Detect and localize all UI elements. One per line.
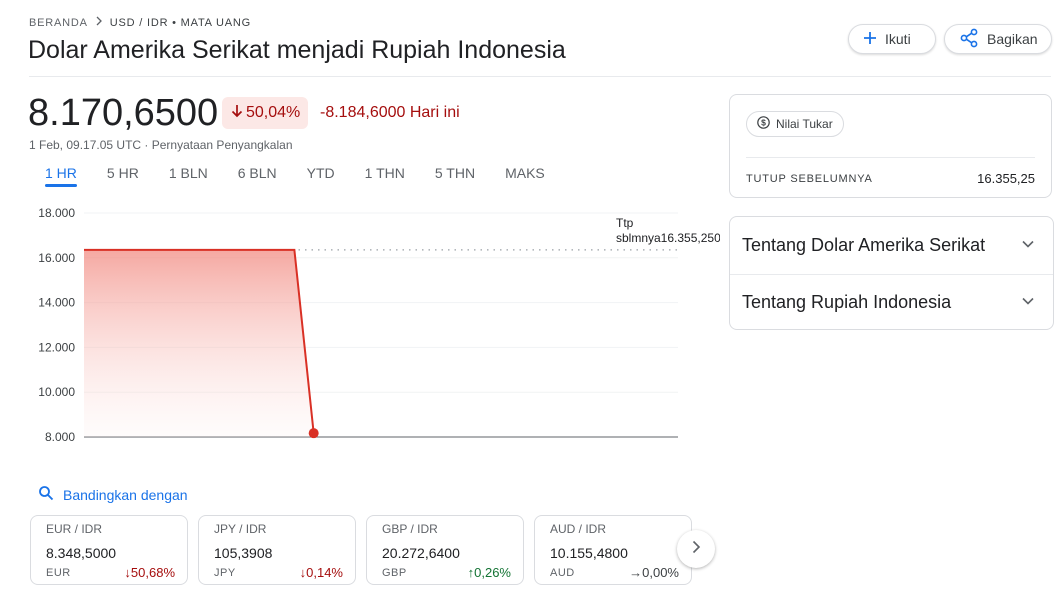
percent-change: 50,04% bbox=[246, 104, 301, 121]
key-stats-panel: $ Nilai Tukar TUTUP SEBELUMNYA 16.355,25 bbox=[729, 94, 1052, 198]
y-tick-label: 10.000 bbox=[38, 385, 75, 399]
prev-close-label: TUTUP SEBELUMNYA bbox=[746, 173, 873, 185]
arrow-down-icon: ↓ bbox=[299, 565, 307, 580]
current-price-dot bbox=[308, 428, 319, 439]
percent-change-badge: 50,04% bbox=[222, 97, 309, 129]
follow-label: Ikuti bbox=[885, 31, 911, 47]
previous-close-label: Ttp sblmnya16.355,2500 bbox=[616, 216, 720, 245]
card-currency: GBP bbox=[382, 567, 407, 579]
compare-card-jpy[interactable]: JPY / IDR 105,3908 JPY ↓0,14% bbox=[198, 515, 356, 585]
chevron-right-icon bbox=[689, 540, 703, 559]
card-value: 10.155,4800 bbox=[550, 545, 628, 561]
breadcrumb-home[interactable]: BERANDA bbox=[29, 16, 88, 29]
range-tabs: 1 HR 5 HR 1 BLN 6 BLN YTD 1 THN 5 THN MA… bbox=[30, 165, 560, 187]
about-divider bbox=[730, 274, 1053, 275]
about-idr-row[interactable]: Tentang Rupiah Indonesia bbox=[730, 274, 1053, 331]
card-change: ↓0,14% bbox=[300, 565, 343, 580]
follow-button[interactable]: Ikuti bbox=[848, 24, 936, 54]
card-pair: AUD / IDR bbox=[550, 522, 607, 536]
timestamp-disclaimer[interactable]: 1 Feb, 09.17.05 UTC · Pernyataan Penyang… bbox=[29, 138, 293, 152]
card-currency: AUD bbox=[550, 567, 575, 579]
arrow-down-icon bbox=[230, 104, 244, 123]
tab-5-day[interactable]: 5 HR bbox=[106, 165, 139, 181]
next-cards-button[interactable] bbox=[677, 530, 715, 568]
chevron-down-icon bbox=[1021, 292, 1035, 313]
about-idr-label: Tentang Rupiah Indonesia bbox=[742, 292, 952, 312]
y-tick-label: 14.000 bbox=[38, 296, 75, 310]
prev-close-value: 16.355,25 bbox=[977, 171, 1035, 186]
share-label: Bagikan bbox=[987, 31, 1038, 47]
card-change-value: 0,26% bbox=[474, 565, 511, 580]
card-change: →0,00% bbox=[629, 565, 679, 580]
card-change: ↓50,68% bbox=[124, 565, 175, 580]
tab-max[interactable]: MAKS bbox=[505, 165, 545, 181]
card-change-value: 50,68% bbox=[130, 565, 175, 580]
chevron-down-icon bbox=[1021, 235, 1035, 256]
compare-label: Bandingkan dengan bbox=[63, 486, 188, 503]
svg-text:$: $ bbox=[761, 118, 766, 128]
card-pair: JPY / IDR bbox=[214, 522, 267, 536]
tab-6-month[interactable]: 6 BLN bbox=[237, 165, 277, 181]
share-button[interactable]: Bagikan bbox=[944, 24, 1052, 54]
card-value: 8.348,5000 bbox=[46, 545, 117, 561]
y-tick-label: 8.000 bbox=[45, 430, 75, 444]
card-value: 20.272,6400 bbox=[382, 545, 460, 561]
card-pair: GBP / IDR bbox=[382, 522, 438, 536]
about-usd-label: Tentang Dolar Amerika Serikat bbox=[742, 235, 986, 255]
card-change-value: 0,00% bbox=[642, 565, 679, 580]
exchange-rate-chip[interactable]: $ Nilai Tukar bbox=[746, 111, 844, 137]
page-title: Dolar Amerika Serikat menjadi Rupiah Ind… bbox=[28, 36, 566, 64]
card-currency: EUR bbox=[46, 567, 71, 579]
tab-1-year[interactable]: 1 THN bbox=[364, 165, 405, 181]
tab-ytd[interactable]: YTD bbox=[306, 165, 335, 181]
share-icon bbox=[959, 28, 979, 51]
about-usd-row[interactable]: Tentang Dolar Amerika Serikat bbox=[730, 217, 1053, 274]
price-chart[interactable]: 18.00016.00014.00012.00010.0008.00001.00… bbox=[0, 200, 720, 475]
card-value: 105,3908 bbox=[214, 545, 273, 561]
card-change-value: 0,14% bbox=[306, 565, 343, 580]
price-line bbox=[84, 248, 315, 434]
arrow-right-icon: → bbox=[629, 565, 643, 580]
search-icon bbox=[38, 485, 54, 504]
price-area bbox=[84, 249, 314, 437]
breadcrumb-current: USD / IDR • MATA UANG bbox=[109, 16, 252, 29]
absolute-change: -8.184,6000 Hari ini bbox=[320, 104, 460, 121]
card-pair: EUR / IDR bbox=[46, 522, 103, 536]
arrow-up-icon: ↑ bbox=[467, 565, 475, 580]
compare-card-aud[interactable]: AUD / IDR 10.155,4800 AUD →0,00% bbox=[534, 515, 692, 585]
arrow-down-icon: ↓ bbox=[124, 565, 131, 580]
about-panel: Tentang Dolar Amerika Serikat Tentang Ru… bbox=[729, 216, 1054, 330]
header-divider bbox=[29, 76, 1051, 77]
y-tick-label: 12.000 bbox=[38, 340, 75, 354]
card-change: ↑0,26% bbox=[468, 565, 511, 580]
y-tick-label: 18.000 bbox=[38, 206, 75, 220]
plus-icon bbox=[863, 31, 877, 48]
compare-card-gbp[interactable]: GBP / IDR 20.272,6400 GBP ↑0,26% bbox=[366, 515, 524, 585]
tab-1-month[interactable]: 1 BLN bbox=[168, 165, 208, 181]
compare-link[interactable]: Bandingkan dengan bbox=[38, 485, 188, 504]
y-tick-label: 16.000 bbox=[38, 251, 75, 265]
compare-card-eur[interactable]: EUR / IDR 8.348,5000 EUR ↓50,68% bbox=[30, 515, 188, 585]
card-currency: JPY bbox=[214, 567, 236, 579]
chip-label: Nilai Tukar bbox=[776, 117, 833, 131]
current-price: 8.170,6500 bbox=[28, 92, 219, 134]
currency-icon: $ bbox=[757, 116, 770, 132]
tab-5-year[interactable]: 5 THN bbox=[434, 165, 476, 181]
panel-divider bbox=[746, 157, 1035, 158]
tab-1-day[interactable]: 1 HR bbox=[30, 165, 92, 187]
chevron-right-icon bbox=[94, 16, 104, 29]
breadcrumb: BERANDA USD / IDR • MATA UANG bbox=[29, 16, 251, 29]
